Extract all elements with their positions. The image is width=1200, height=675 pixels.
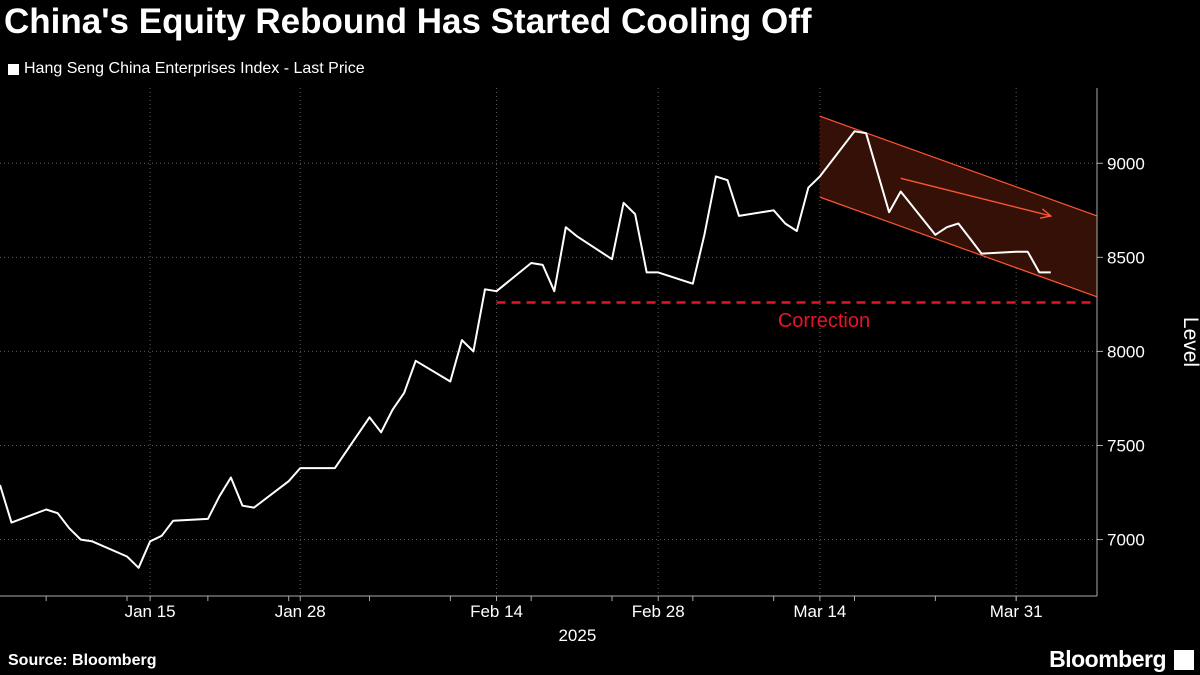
legend-label: Hang Seng China Enterprises Index - Last… xyxy=(24,60,365,77)
series-line xyxy=(0,130,1051,569)
downtrend-channel xyxy=(819,115,1098,298)
brand-logo: Bloomberg xyxy=(1049,646,1166,672)
x-tick-label: Mar 14 xyxy=(793,602,846,621)
trend-arrow-head xyxy=(1039,208,1053,219)
y-tick-label: 8500 xyxy=(1107,248,1145,267)
x-tick-label: Feb 28 xyxy=(632,602,685,621)
y-axis-label: Level xyxy=(1179,317,1200,367)
x-tick-label: Mar 31 xyxy=(990,602,1043,621)
x-tick-label: Jan 28 xyxy=(275,602,326,621)
correction-label: Correction xyxy=(778,310,870,332)
legend-swatch xyxy=(8,63,19,75)
channel-fill xyxy=(819,116,1097,297)
chart-title: China's Equity Rebound Has Started Cooli… xyxy=(4,2,812,41)
source-note: Source: Bloomberg xyxy=(8,652,157,669)
channel-lower-line xyxy=(819,196,1098,298)
correction-line: Correction xyxy=(496,301,1097,332)
x-tick-label: Jan 15 xyxy=(125,602,176,621)
axes: Level xyxy=(0,88,1200,601)
y-tick-label: 8000 xyxy=(1107,342,1145,361)
series-line-group xyxy=(0,130,1051,569)
trend-arrow-shaft xyxy=(900,177,1051,217)
legend: Hang Seng China Enterprises Index - Last… xyxy=(8,60,365,78)
chart-icon xyxy=(1174,650,1194,670)
x-tick-label: Feb 14 xyxy=(470,602,523,621)
y-tick-labels: 7000 7500 8000 8500 9000 xyxy=(1107,154,1145,549)
x-tick-labels: Jan 15 Jan 28 Feb 14 Feb 28 Mar 14 Mar 31 2025 xyxy=(125,596,1043,645)
y-tick-label: 7500 xyxy=(1107,436,1145,455)
y-tick-label: 7000 xyxy=(1107,531,1145,550)
y-tick-label: 9000 xyxy=(1107,154,1145,173)
x-year-label: 2025 xyxy=(558,626,596,645)
